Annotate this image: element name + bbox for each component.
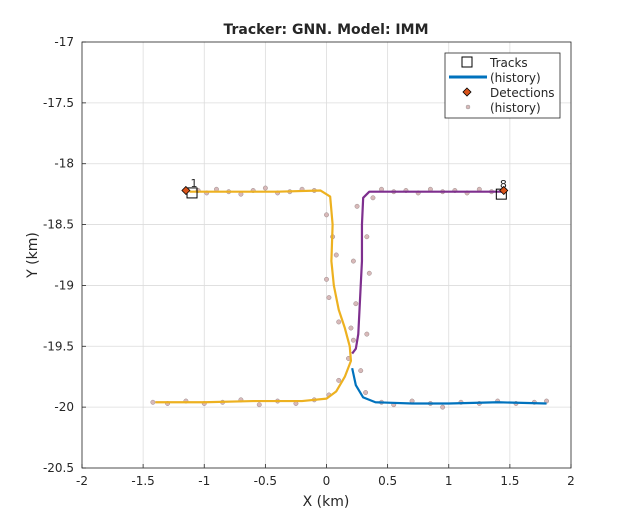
track-history-line: [351, 190, 504, 355]
legend[interactable]: Tracks (history) Detections (history): [444, 52, 561, 119]
y-tick-label: -19.5: [43, 339, 74, 353]
detection-history-point: [358, 368, 364, 374]
current-detection-marker: [499, 185, 509, 196]
detection-history-point: [262, 185, 268, 191]
current-detection-marker: [181, 185, 191, 196]
legend-detection-marker-icon: [462, 87, 472, 97]
detection-history-point: [350, 337, 356, 343]
y-tick-label: -17: [54, 35, 74, 49]
legend-detections-history: (history): [490, 101, 541, 115]
track-history-line: [155, 189, 353, 404]
y-tick-label: -20.5: [43, 461, 74, 475]
detection-history-point: [256, 402, 262, 408]
track-id-label: 8: [500, 178, 507, 191]
legend-tracks-history: (history): [490, 71, 541, 85]
detection-history-point: [440, 404, 446, 410]
y-axis-label: Y (km): [25, 232, 41, 279]
detection-history-point: [366, 270, 372, 276]
detection-history-point: [348, 325, 354, 331]
legend-detection-history-icon: [465, 104, 471, 110]
chart-title: Tracker: GNN. Model: IMM: [224, 22, 429, 38]
x-tick-label: 1: [445, 474, 453, 488]
detection-history-point: [364, 331, 370, 337]
legend-detections: Detections: [490, 86, 555, 100]
y-tick-label: -17.5: [43, 96, 74, 110]
detection-history-point: [150, 399, 156, 405]
track-id-label: 1: [191, 177, 198, 190]
current-detections: [181, 185, 509, 196]
detection-history-point: [350, 258, 356, 264]
tick-labels: -2 -1.5 -1 -0.5 0 0.5 1 1.5 2 -17 -17.5 -18 -18.5 -19…: [43, 35, 575, 488]
axes-box: [81, 41, 572, 469]
detection-history-point: [363, 390, 369, 395]
x-tick-label: 0: [323, 474, 331, 488]
y-tick-label: -19: [54, 278, 74, 292]
detection-history-point: [354, 203, 360, 209]
x-tick-label: 1.5: [500, 474, 519, 488]
detection-history-point: [324, 212, 329, 218]
x-tick-label: 0.5: [378, 474, 397, 488]
y-tick-label: -20: [54, 400, 74, 414]
x-tick-label: -1.5: [131, 474, 154, 488]
y-tick-label: -18.5: [43, 218, 74, 232]
x-tick-label: -1: [198, 474, 210, 488]
x-tick-label: -2: [76, 474, 88, 488]
track-history-line: [351, 367, 547, 405]
detection-history-point: [326, 295, 332, 301]
detection-history-point: [336, 377, 342, 383]
x-tick-label: -0.5: [254, 474, 277, 488]
detection-history-point: [336, 319, 342, 325]
detection-history-point: [353, 301, 359, 307]
detection-history-point: [324, 276, 329, 282]
y-tick-label: -18: [54, 157, 74, 171]
detection-history-point: [364, 234, 370, 240]
x-axis-label: X (km): [303, 494, 350, 510]
x-tick-label: 2: [567, 474, 575, 488]
legend-tracks: Tracks: [489, 56, 528, 70]
legend-track-marker-icon: [461, 56, 473, 68]
detection-history-point: [333, 252, 339, 258]
detection-history-point: [370, 195, 376, 201]
